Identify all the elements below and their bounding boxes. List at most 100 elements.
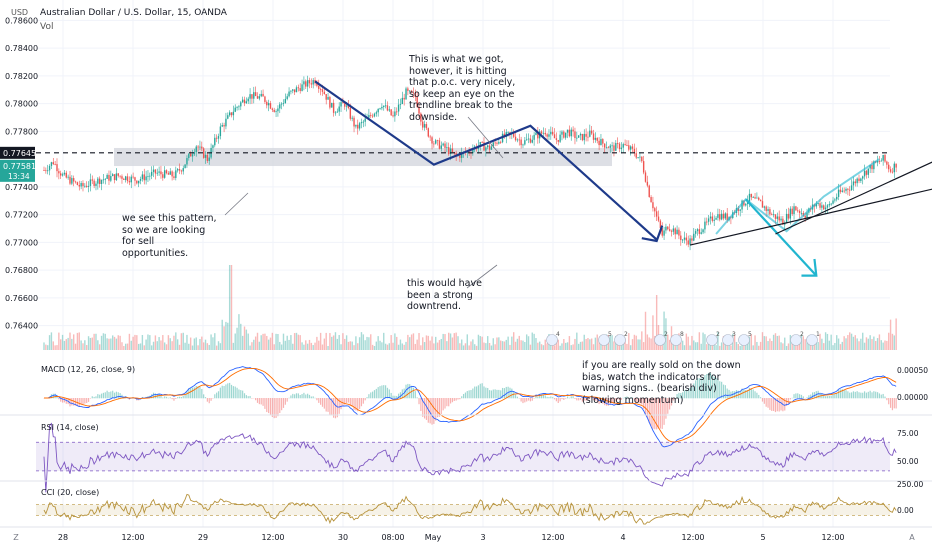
- time-tick: 12:00: [541, 533, 564, 542]
- volume-bar: [493, 338, 494, 350]
- volume-bar: [626, 344, 627, 350]
- volume-bar: [210, 334, 211, 350]
- annotation-strong-downtrend[interactable]: this would have been a strong downtrend.: [407, 278, 487, 313]
- drawings-layer[interactable]: [225, 81, 932, 288]
- macd-label[interactable]: MACD (12, 26, close, 9): [41, 365, 135, 374]
- candle: [842, 191, 843, 192]
- price-tick: 0.76400: [5, 322, 38, 331]
- volume-bar: [218, 341, 219, 350]
- volume-bar: [689, 345, 690, 350]
- candle: [145, 176, 146, 180]
- volume-bar: [361, 332, 362, 350]
- volume-bar: [164, 342, 165, 350]
- candle: [361, 122, 362, 123]
- macd-histogram-bar: [285, 398, 286, 405]
- trendline-upper[interactable]: [775, 159, 932, 234]
- volume-bar: [882, 343, 883, 350]
- macd-histogram-bar: [255, 398, 256, 400]
- volume-bar: [476, 346, 477, 350]
- macd-histogram-bar: [758, 395, 759, 398]
- volume-bar: [112, 335, 113, 350]
- symbol-title[interactable]: Australian Dollar / U.S. Dollar, 15, OAN…: [40, 8, 227, 18]
- rsi-label[interactable]: RSI (14, close): [41, 423, 99, 432]
- macd-histogram-bar: [528, 398, 529, 401]
- macd-histogram-bar: [307, 394, 308, 399]
- annotation-sell-pattern[interactable]: we see this pattern, so we are looking f…: [122, 213, 220, 259]
- volume-bar: [628, 333, 629, 350]
- macd-histogram-bar: [832, 395, 833, 399]
- candle: [745, 204, 746, 205]
- macd-histogram-bar: [571, 396, 572, 398]
- volume-bar: [170, 338, 171, 350]
- projection-down[interactable]: [746, 199, 817, 275]
- macd-histogram-bar: [827, 396, 828, 398]
- macd-histogram-bar: [806, 397, 807, 398]
- candle: [702, 229, 703, 232]
- candle: [708, 218, 709, 221]
- volume-bar: [307, 344, 308, 350]
- annotation-indicators-note[interactable]: if you are really sold on the down bias,…: [582, 360, 752, 406]
- volume-bar: [752, 345, 753, 350]
- macd-histogram-bar: [242, 391, 243, 399]
- candle: [166, 170, 167, 173]
- volume-bar: [695, 342, 696, 350]
- volume-bar: [504, 342, 505, 350]
- volume-bar: [145, 340, 146, 350]
- macd-histogram-bar: [548, 397, 549, 398]
- volume-bar: [90, 338, 91, 350]
- candle: [123, 179, 124, 180]
- volume-bar: [457, 336, 458, 350]
- volume-bar: [873, 337, 874, 350]
- volume-bar: [771, 341, 772, 350]
- volume-bar: [287, 336, 288, 350]
- volume-bar: [134, 335, 135, 350]
- volume-label: Vol: [40, 22, 53, 32]
- macd-histogram-bar: [409, 384, 410, 398]
- projection-up[interactable]: [716, 159, 879, 234]
- candle: [233, 112, 234, 115]
- macd-histogram-bar: [415, 391, 416, 398]
- candle: [429, 137, 430, 138]
- volume-bar: [138, 344, 139, 350]
- volume-bar: [54, 345, 55, 350]
- volume-bar: [439, 340, 440, 350]
- macd-histogram-bar: [270, 398, 271, 415]
- trendline-lower[interactable]: [690, 180, 932, 245]
- volume-bar: [268, 340, 269, 350]
- volume-bar: [97, 340, 98, 350]
- volume-bar: [862, 333, 863, 350]
- candle: [756, 198, 757, 199]
- volume-bar: [82, 343, 83, 350]
- candle: [678, 230, 679, 236]
- candle: [636, 153, 637, 157]
- macd-histogram-bar: [378, 387, 379, 398]
- candle: [54, 164, 55, 165]
- candle: [90, 179, 91, 186]
- volume-bar: [196, 337, 197, 350]
- volume-bar: [888, 333, 889, 350]
- volume-bar: [129, 334, 130, 350]
- candle: [364, 119, 365, 122]
- cci-label[interactable]: CCI (20, close): [41, 488, 99, 497]
- candle: [168, 173, 169, 175]
- candle: [632, 146, 633, 148]
- volume-bar: [351, 342, 352, 350]
- macd-histogram-bar: [372, 392, 373, 399]
- candle: [190, 154, 191, 157]
- candle: [88, 186, 89, 187]
- candle: [676, 230, 677, 235]
- macd-histogram-bar: [311, 397, 312, 399]
- candle: [257, 96, 258, 99]
- volume-bar: [197, 345, 198, 350]
- candle: [528, 139, 529, 140]
- macd-histogram-bar: [803, 396, 804, 398]
- volume-bar: [407, 335, 408, 350]
- volume-bar: [817, 342, 818, 350]
- macd-histogram-bar: [760, 397, 761, 398]
- time-tick: 29: [198, 533, 208, 542]
- price-tick: 0.77200: [5, 211, 38, 220]
- volume-bar: [220, 343, 221, 350]
- volume-bar: [157, 341, 158, 350]
- macd-histogram-bar: [324, 398, 325, 409]
- annotation-what-we-got[interactable]: This is what we got, however, it is hitt…: [409, 54, 521, 123]
